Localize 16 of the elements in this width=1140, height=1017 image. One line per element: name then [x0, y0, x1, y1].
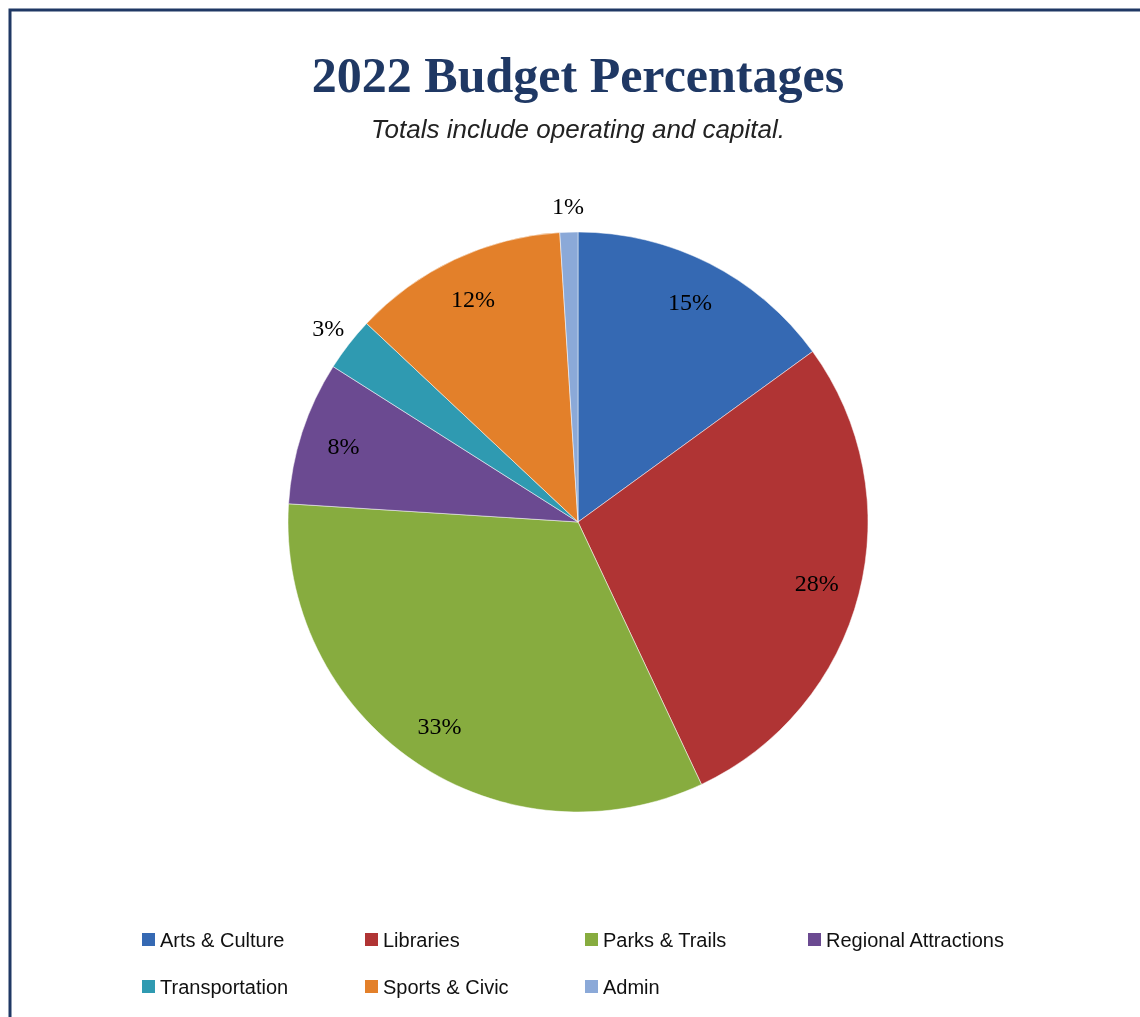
legend-label: Libraries	[383, 929, 460, 951]
legend-label: Transportation	[160, 976, 289, 998]
legend-label: Parks & Trails	[603, 929, 727, 951]
data-label: 8%	[327, 432, 360, 459]
legend-label: Admin	[603, 976, 660, 998]
legend-label: Regional Attractions	[826, 929, 1004, 951]
legend-label: Sports & Civic	[383, 976, 509, 998]
data-label: 1%	[552, 193, 585, 220]
chart-title: 2022 Budget Percentages	[311, 47, 845, 103]
data-label: 28%	[794, 570, 839, 597]
data-label: 15%	[667, 289, 712, 316]
data-label: 33%	[417, 712, 462, 739]
chart-subtitle: Totals include operating and capital.	[371, 114, 785, 144]
data-label: 3%	[312, 315, 345, 342]
data-label: 12%	[451, 285, 496, 312]
legend-label: Arts & Culture	[160, 929, 285, 951]
